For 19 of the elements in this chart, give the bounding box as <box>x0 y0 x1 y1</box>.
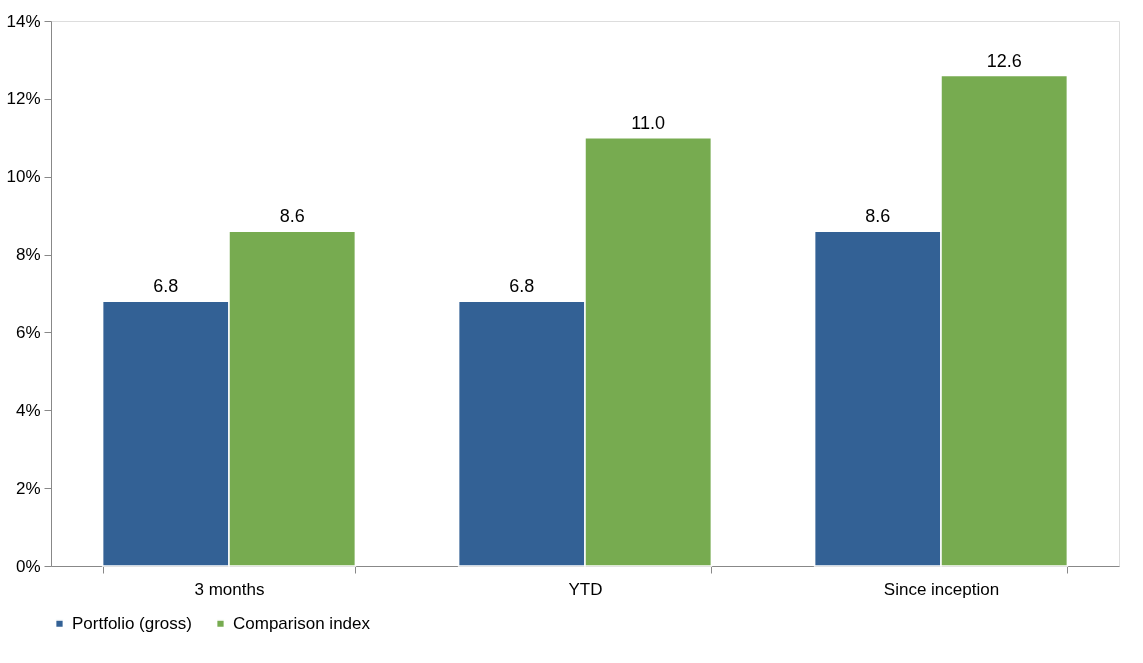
data-label: 12.6 <box>986 50 1022 71</box>
y-tick-label: 12% <box>6 89 41 109</box>
x-tick-label: 3 months <box>194 579 265 599</box>
y-tick-label: 4% <box>15 400 41 420</box>
y-tick-label: 2% <box>15 478 41 498</box>
y-tick-label: 8% <box>15 245 41 265</box>
data-label: 8.6 <box>279 206 305 227</box>
data-label: 8.6 <box>865 206 891 227</box>
legend-label: Portfolio (gross) <box>72 613 192 633</box>
data-label: 6.8 <box>509 276 535 297</box>
y-tick-label: 6% <box>15 322 41 342</box>
data-label: 6.8 <box>153 276 179 297</box>
y-tick-label: 14% <box>6 11 41 31</box>
y-tick-label: 10% <box>6 167 41 187</box>
legend-label: Comparison index <box>233 613 371 633</box>
x-tick-label: YTD <box>568 579 603 599</box>
y-tick-label: 0% <box>15 556 41 576</box>
x-tick-label: Since inception <box>883 579 1000 599</box>
data-label: 11.0 <box>631 112 666 133</box>
